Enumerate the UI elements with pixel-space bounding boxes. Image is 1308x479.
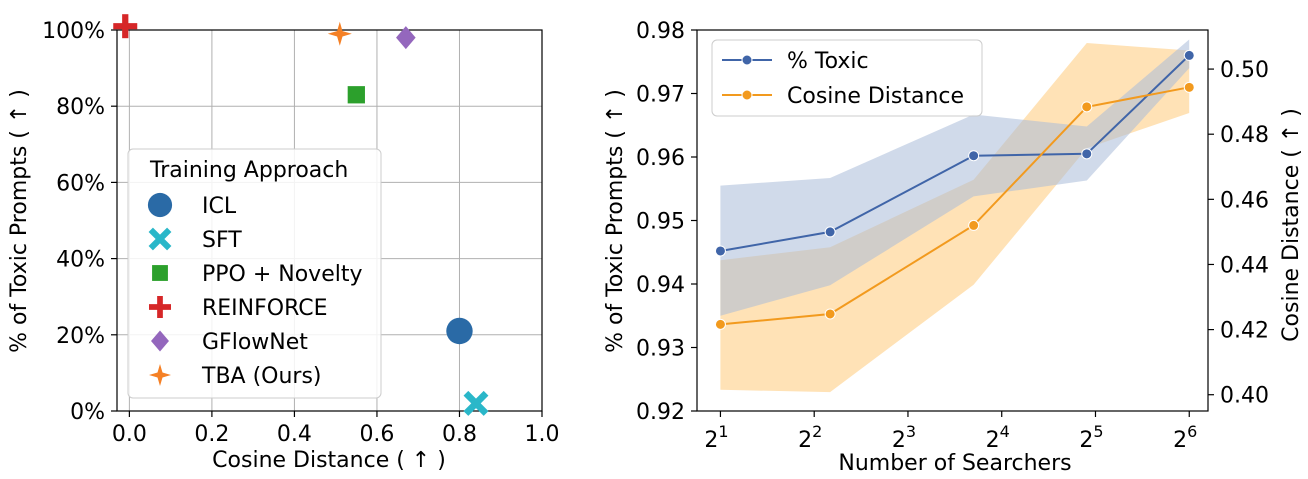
left-y-ticks: 0% 20% 40% 60% 80% 100% (42, 19, 117, 425)
legend-label: PPO + Novelty (202, 262, 363, 287)
point--toxic (968, 150, 980, 162)
right-x-tick-label: 22 (798, 422, 822, 453)
right-right-y-tick-label: 0.50 (1220, 58, 1269, 83)
legend-marker-ppo-novelty (152, 265, 168, 281)
point-cosine-distance (1183, 81, 1195, 93)
point--toxic (1183, 49, 1195, 61)
left-x-tick-label: 0.0 (112, 422, 147, 447)
left-x-ticks: 0.0 0.2 0.4 0.6 0.8 1.0 (112, 411, 560, 447)
right-left-y-ticks: 0.92 0.93 0.94 0.95 0.96 0.97 0.98 (636, 19, 697, 425)
legend-label: GFlowNet (202, 330, 308, 355)
right-left-y-tick-label: 0.94 (636, 273, 685, 298)
legend-label: TBA (Ours) (201, 364, 322, 389)
point-sft (463, 390, 489, 416)
legend-marker-icl (147, 192, 173, 218)
right-left-y-tick-label: 0.98 (636, 19, 685, 44)
legend-marker-gflownet (151, 330, 169, 352)
legend-marker (741, 89, 753, 101)
point-cosine-distance (714, 318, 726, 330)
left-legend-title: Training Approach (149, 158, 348, 183)
right-x-tick-label: 23 (892, 422, 916, 453)
right-right-y-ticks: 0.40 0.42 0.44 0.46 0.48 0.50 (1208, 58, 1269, 409)
legend-marker-tba-ours- (149, 364, 171, 386)
point-tba-ours- (327, 21, 352, 46)
right-left-y-axis-label: % of Toxic Prompts ( ↑ ) (603, 89, 628, 353)
point-icl (446, 317, 473, 345)
legend-marker (741, 54, 753, 66)
series-lines (714, 49, 1195, 330)
left-x-tick-label: 0.2 (194, 422, 229, 447)
left-x-tick-label: 1.0 (525, 422, 560, 447)
right-left-y-tick-label: 0.95 (636, 210, 685, 235)
point-cosine-distance (968, 219, 980, 231)
right-right-y-tick-label: 0.44 (1220, 253, 1269, 278)
point-gflownet (396, 26, 416, 50)
right-right-y-tick-label: 0.42 (1220, 319, 1269, 344)
right-left-y-tick-label: 0.96 (636, 146, 685, 171)
left-y-axis-label: % of Toxic Prompts ( ↑ ) (7, 89, 32, 353)
left-y-tick-label: 0% (70, 400, 105, 425)
point--toxic (1081, 148, 1093, 160)
left-y-tick-label: 60% (56, 171, 105, 196)
left-legend-box (127, 148, 382, 399)
right-legend-items: % Toxic Cosine Distance (722, 49, 964, 109)
legend-label: % Toxic (787, 49, 869, 74)
point-reinforce (113, 14, 138, 39)
left-x-tick-label: 0.4 (277, 422, 312, 447)
legend-label: ICL (202, 194, 237, 219)
point--toxic (824, 226, 836, 238)
line-chart: 21 22 23 24 25 26 0.920.930.940.950.960.970.9… (603, 19, 1304, 476)
left-data-points (113, 14, 489, 416)
right-left-y-tick-label: 0.92 (636, 400, 685, 425)
confidence-bands (720, 39, 1190, 393)
left-x-tick-label: 0.8 (442, 422, 477, 447)
left-y-tick-label: 100% (42, 19, 105, 44)
legend-marker-reinforce (149, 296, 171, 318)
left-x-axis-label: Cosine Distance ( ↑ ) (212, 448, 446, 473)
legend-label: REINFORCE (202, 296, 328, 321)
scatter-chart: 0.0 0.2 0.4 0.6 0.8 1.0 0% 20% 40% 60% 80% 100% Tr… (7, 14, 560, 473)
right-x-tick-label: 25 (1079, 422, 1103, 453)
point-cosine-distance (824, 308, 836, 320)
right-x-axis-label: Number of Searchers (838, 451, 1071, 476)
right-legend: % Toxic Cosine Distance (711, 39, 983, 117)
right-right-y-tick-label: 0.40 (1220, 384, 1269, 409)
left-y-tick-label: 40% (56, 248, 105, 273)
left-x-tick-label: 0.6 (359, 422, 394, 447)
point--toxic (714, 245, 726, 257)
legend-label: Cosine Distance (787, 84, 964, 109)
right-x-tick-label: 21 (704, 422, 728, 453)
right-x-tick-label: 24 (986, 422, 1010, 453)
right-right-y-tick-label: 0.46 (1220, 188, 1269, 213)
right-left-y-tick-label: 0.97 (636, 83, 685, 108)
right-right-y-axis-label: Cosine Distance ( ↑ ) (1279, 108, 1304, 342)
right-right-y-tick-label: 0.48 (1220, 123, 1269, 148)
band--toxic (720, 39, 1190, 316)
point-ppo-novelty (347, 86, 365, 104)
legend-marker-sft (148, 227, 172, 251)
legend-label: SFT (202, 228, 242, 253)
right-left-y-tick-label: 0.93 (636, 337, 685, 362)
right-x-tick-label: 26 (1173, 422, 1197, 453)
left-plot-frame (116, 29, 543, 412)
point-cosine-distance (1081, 101, 1093, 113)
left-y-tick-label: 20% (56, 324, 105, 349)
right-legend-box (711, 39, 983, 117)
left-y-tick-label: 80% (56, 95, 105, 120)
right-x-ticks: 21 22 23 24 25 26 (704, 411, 1197, 453)
left-legend: Training Approach ICL SFT PPO + Novelty REI… (127, 148, 382, 399)
left-legend-items: ICL SFT PPO + Novelty REINFORCE GFlowNet TBA … (147, 192, 363, 389)
